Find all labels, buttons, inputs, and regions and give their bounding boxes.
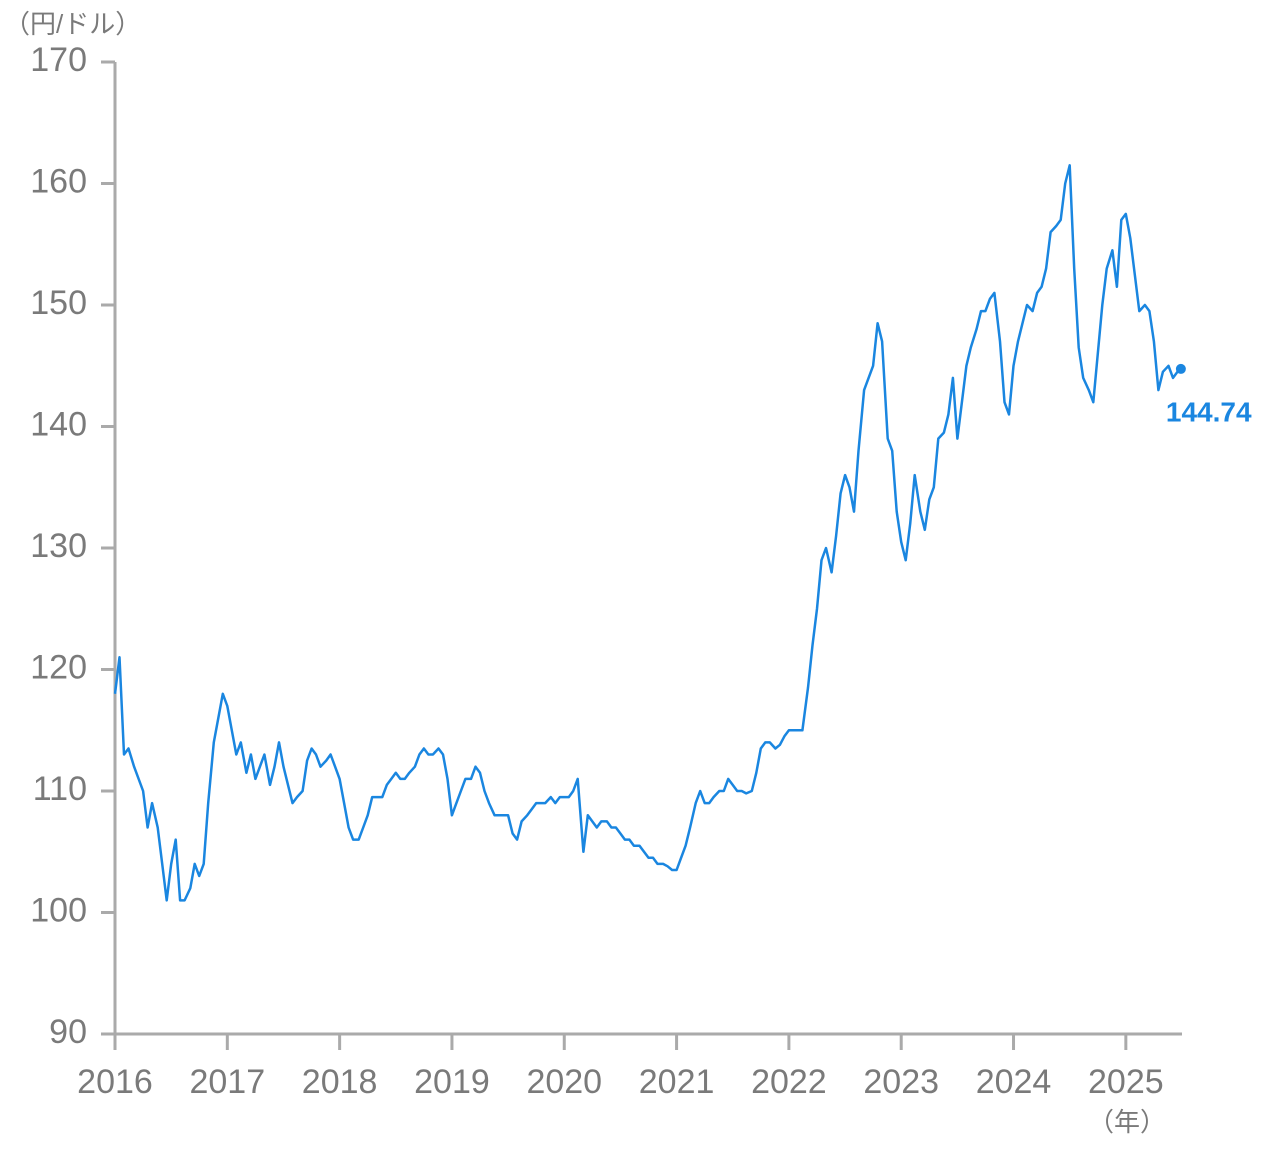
y-tick-label: 160 [30,162,87,200]
line [113,164,1182,902]
x-tick-label: 2019 [414,1063,490,1101]
x-tick-label: 2023 [863,1063,939,1101]
y-tick-label: 150 [30,284,87,322]
end-point [1175,363,1186,374]
x-tick-label: 2025 [1088,1063,1164,1101]
y-axis-label: （円/ドル） [4,9,141,39]
y-tick-label: 90 [49,1013,87,1051]
x-tick-label: 2017 [189,1063,265,1101]
x-tick-label: 2021 [639,1063,715,1101]
y-tick-label: 100 [30,891,87,929]
x-tick-label: 2020 [526,1063,602,1101]
x-axis-label: （年） [1088,1107,1166,1137]
x-tick-label: 2016 [77,1063,153,1101]
y-tick-label: 140 [30,405,87,443]
y-tick-label: 130 [30,527,87,565]
y-tick-label: 170 [30,41,87,79]
end-label: 144.74 [1166,396,1252,427]
x-tick-label: 2024 [976,1063,1052,1101]
y-tick-label: 110 [33,770,87,808]
x-tick-label: 2018 [302,1063,378,1101]
x-tick-label: 2022 [751,1063,827,1101]
y-tick-label: 120 [30,648,87,686]
